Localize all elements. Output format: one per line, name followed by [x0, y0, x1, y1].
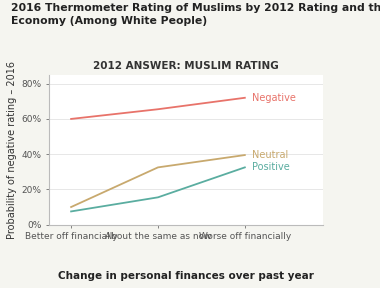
Text: Negative: Negative — [252, 93, 296, 103]
Text: Neutral: Neutral — [252, 150, 288, 160]
Text: 2012 ANSWER: MUSLIM RATING: 2012 ANSWER: MUSLIM RATING — [93, 60, 279, 71]
Y-axis label: Probability of negative rating – 2016: Probability of negative rating – 2016 — [8, 61, 17, 239]
Text: 2016 Thermometer Rating of Muslims by 2012 Rating and the State of the
Economy (: 2016 Thermometer Rating of Muslims by 20… — [11, 3, 380, 26]
Text: Positive: Positive — [252, 162, 290, 173]
Text: Change in personal finances over past year: Change in personal finances over past ye… — [58, 271, 314, 281]
